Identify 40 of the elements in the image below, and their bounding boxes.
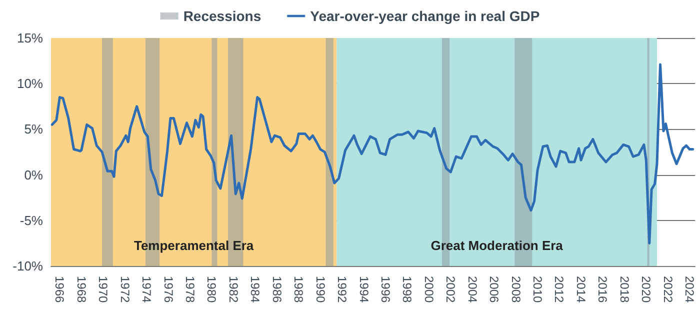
- x-tick-label: 2006: [487, 276, 502, 304]
- y-tick-label: 15%: [16, 30, 44, 46]
- x-tick-label: 1982: [226, 276, 240, 304]
- y-tick-label: 5%: [24, 122, 44, 137]
- x-tick-label: 2012: [552, 276, 566, 304]
- legend-label: Year-over-year change in real GDP: [310, 8, 540, 24]
- x-tick-label: 2018: [617, 276, 632, 304]
- band-label: Great Moderation Era: [430, 238, 564, 253]
- x-tick-label: 2022: [660, 276, 675, 304]
- y-tick-label: 0%: [24, 167, 44, 182]
- x-tick-label: 2010: [530, 276, 545, 304]
- x-tick-label: 1994: [356, 276, 371, 304]
- x-tick-label: 2014: [574, 276, 588, 304]
- x-tick-label: 1970: [96, 276, 110, 304]
- x-tick-label: 1968: [74, 276, 88, 304]
- x-tick-label: 1972: [118, 276, 132, 304]
- x-tick-label: 2016: [596, 276, 610, 304]
- legend-label: Recessions: [183, 8, 262, 24]
- x-tick-label: 1996: [378, 276, 392, 304]
- y-tick-label: -10%: [12, 258, 44, 274]
- x-tick-label: 2020: [639, 276, 654, 304]
- x-tick-label: 1992: [335, 276, 350, 304]
- x-tick-label: 2000: [422, 276, 436, 304]
- band-label: Temperamental Era: [134, 238, 254, 253]
- x-tick-label: 1984: [248, 276, 262, 304]
- x-tick-label: 2002: [444, 276, 458, 304]
- x-tick-label: 1980: [204, 276, 219, 304]
- x-tick-label: 1976: [161, 276, 176, 304]
- y-tick-label: 10%: [16, 76, 44, 92]
- x-tick-label: 2004: [465, 276, 480, 304]
- x-tick-label: 2008: [508, 276, 523, 304]
- x-tick-label: 1966: [52, 276, 67, 304]
- x-tick-label: 1978: [183, 276, 198, 304]
- x-tick-label: 2024: [682, 276, 697, 304]
- x-tick-label: 1974: [140, 276, 154, 304]
- x-tick-label: 1986: [270, 276, 284, 304]
- x-tick-label: 1990: [313, 276, 328, 304]
- y-tick-label: -5%: [20, 212, 44, 228]
- x-tick-label: 1998: [400, 276, 414, 304]
- x-tick-label: 1988: [292, 276, 306, 304]
